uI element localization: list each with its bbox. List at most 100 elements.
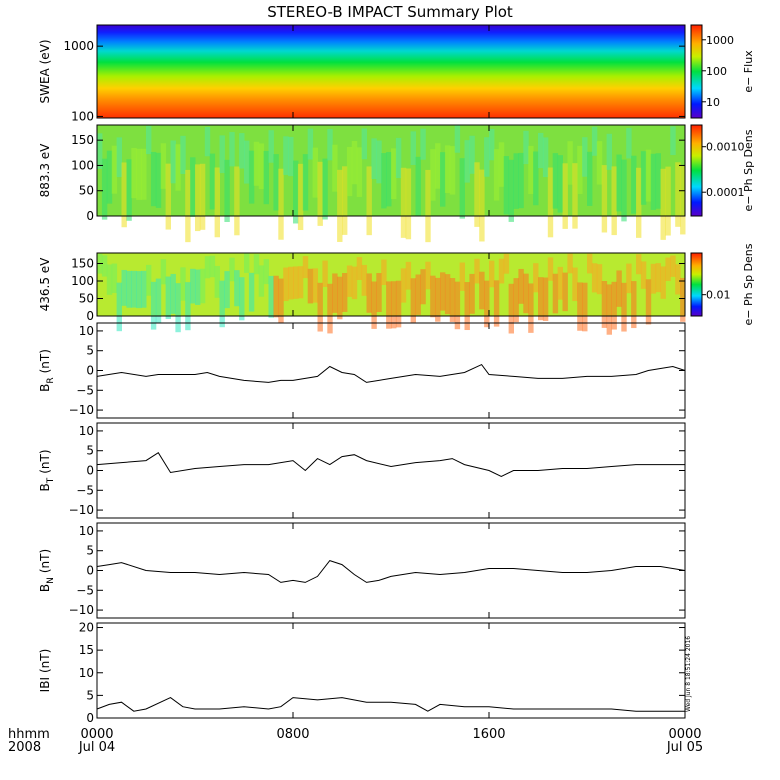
y-tick-label: 15 [79,643,94,657]
heatmap-cell [391,281,397,329]
heatmap-cell [601,281,608,328]
heatmap-cell [136,148,142,200]
y-tick-label: 0 [86,309,94,323]
heatmap-cell [626,128,632,159]
y-label-unit: (nT) [38,649,52,673]
heatmap-cell [307,128,314,160]
heatmap-cell [234,166,240,236]
y-tick-label: 20 [79,621,94,635]
heatmap-cell [440,152,446,207]
heatmap-cell [533,263,539,293]
heatmap-cell [180,267,186,301]
heatmap-cell [248,272,255,312]
heatmap-cell [253,141,260,186]
heatmap-cell [489,260,495,288]
heatmap-cell [444,274,451,315]
y-tick-label: 0 [86,711,94,725]
heatmap-cell [503,156,510,215]
colorbar: 1000 100 10 e− Flux [690,24,755,119]
heatmap-cell [175,283,181,333]
heatmap-cell [111,145,118,194]
heatmap-cell [611,166,617,236]
heatmap-cell [234,270,240,307]
y-label-main: B [38,483,52,491]
y-tick-label: −5 [76,583,94,597]
colorbar-scale [690,252,703,317]
heatmap-cell [518,268,524,304]
heatmap-cell [582,137,588,177]
heatmap-cell [621,282,627,332]
heatmap-cell [640,261,647,289]
heatmap-cell [332,273,338,313]
y-axis-label: BR (nT) [38,349,56,392]
y-label-unit: (nT) [38,449,52,473]
heatmap-cell [337,169,343,242]
heatmap-cell [170,140,176,184]
heatmap-cell [376,273,382,313]
heatmap-cell [219,280,225,328]
y-tick-label: 0 [86,464,94,478]
heatmap-cell [440,272,446,311]
heatmap-cell [327,129,333,161]
heatmap-cell [587,151,593,206]
heatmap-cell [180,135,186,174]
heatmap-cell [263,150,269,205]
heatmap-cell [361,128,367,160]
heatmap-cell [420,128,426,160]
heatmap-cell [596,264,603,295]
y-label-main: B [38,584,52,592]
heatmap-cell [165,276,171,320]
heatmap-cell [116,282,122,332]
panel-frame [96,252,686,317]
heatmap-cell [616,154,622,212]
heatmap-cell [606,284,612,335]
y-tick-label: 10 [79,424,94,438]
heatmap-cell [430,149,436,201]
heatmap-cell [474,162,480,227]
heatmap-cell [587,253,593,274]
panel-frame [96,124,686,217]
heatmap-cell [346,146,353,197]
heatmap-cell [150,151,157,207]
heatmap-cell [371,281,377,329]
y-tick-label: 10 [79,524,94,538]
y-label-unit: (nT) [38,349,52,373]
y-tick-label: 150 [71,133,94,147]
heatmap-cell [454,125,461,153]
heatmap-cell [498,258,505,284]
heatmap-cell [229,257,235,282]
heatmap-cell [425,169,431,243]
heatmap-cell [567,253,573,274]
heatmap-cell [650,263,657,294]
heatmap-cell [209,153,216,210]
y-tick-label: 100 [71,274,94,288]
y-tick-label: −5 [76,483,94,497]
heatmap-cell [381,259,387,286]
x-tick-label: 0800 [276,727,309,742]
time-label-year: 2008 [8,740,41,755]
colorbar-tick-label: 0.01 [706,289,731,302]
heatmap-cell [190,157,196,217]
heatmap-cell [523,273,529,314]
heatmap-cell [332,144,338,192]
colorbar-tick-label: 0.0001 [706,186,745,199]
panel-6: 10 5 0 −5 −10 BN (nT) [38,522,686,619]
heatmap-cell [626,263,632,294]
y-tick-label: 5 [86,544,94,558]
y-tick-label: 0 [86,364,94,378]
heatmap-cell [121,269,127,306]
heatmap-cell [312,268,318,303]
heatmap-cell [248,150,255,204]
heatmap-cell [185,169,191,243]
heatmap-cell [146,264,152,296]
heatmap-cell [312,147,318,198]
heatmap-cell [297,163,304,231]
heatmap-cell [680,277,686,322]
heatmap-cell [273,154,279,211]
x-tick-label: 0000 [668,727,701,742]
y-label-sub: T [46,477,56,484]
heatmap-cell [307,268,314,304]
heatmap-cell [459,158,465,219]
heatmap-cell [190,268,196,304]
colorbar-scale [690,24,703,119]
